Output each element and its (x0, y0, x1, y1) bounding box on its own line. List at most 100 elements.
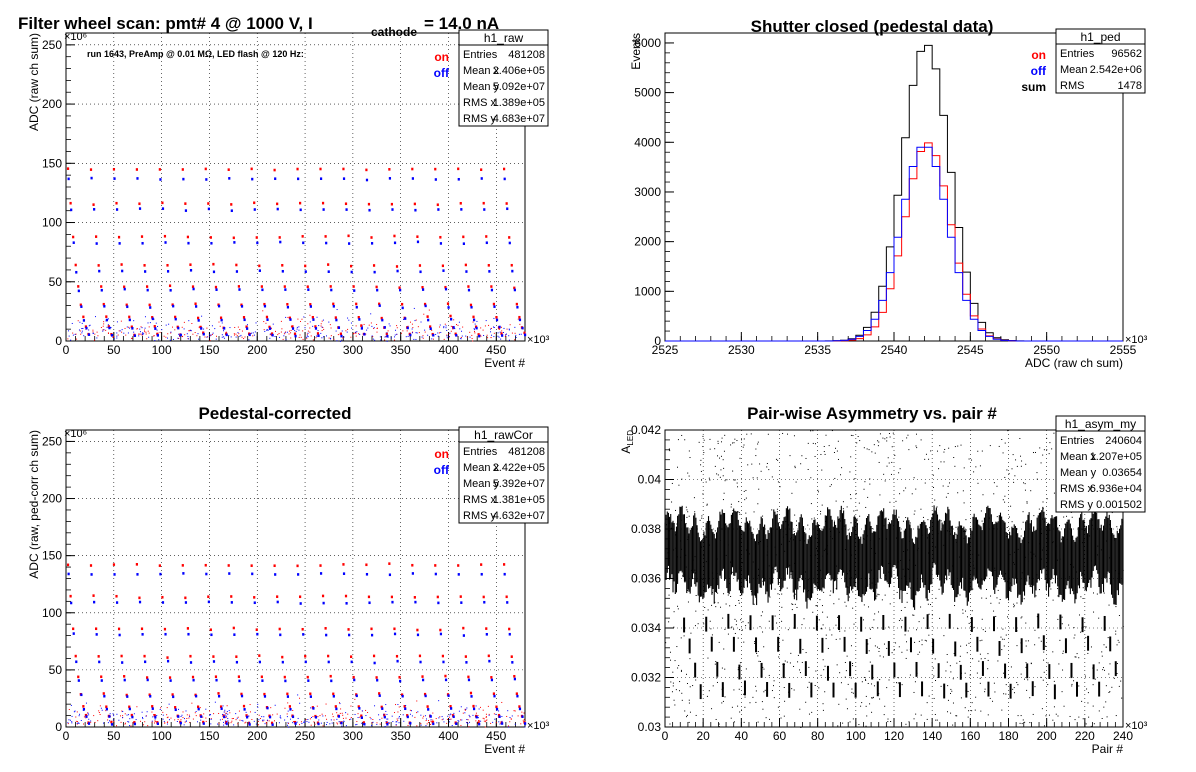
point-off (304, 270, 307, 273)
asym-point (955, 526, 957, 528)
point-off (508, 335, 510, 337)
asym-point (967, 690, 969, 692)
asym-point (675, 689, 677, 691)
point-on (197, 705, 200, 709)
point-off (501, 715, 503, 717)
point-off (297, 177, 300, 181)
point-off (495, 713, 497, 715)
point-on (350, 264, 353, 268)
point-on (508, 627, 511, 631)
asym-point (944, 448, 946, 450)
asym-point (909, 522, 911, 524)
asym-point (738, 602, 740, 604)
asym-point (1109, 663, 1111, 665)
asym-point (954, 465, 956, 467)
asym-point (1020, 642, 1022, 644)
asym-point (827, 647, 829, 649)
point-off (226, 715, 228, 717)
asym-point (762, 666, 764, 668)
data-points (664, 430, 1124, 728)
point-on (283, 333, 285, 335)
asym-point (817, 489, 819, 491)
point-off (457, 720, 459, 722)
asym-point (952, 724, 954, 726)
point-off (385, 710, 387, 712)
point-off (307, 336, 309, 338)
asym-point (1116, 644, 1118, 646)
point-off (108, 326, 111, 330)
asym-point (849, 570, 851, 572)
point-on (460, 337, 462, 339)
point-on (168, 284, 172, 288)
point-off (151, 707, 154, 710)
point-on (290, 337, 292, 339)
point-on (316, 332, 320, 335)
asym-point (680, 519, 682, 521)
point-off (163, 720, 165, 722)
point-off (210, 714, 212, 716)
asym-point (815, 537, 817, 539)
point-on (439, 716, 441, 718)
asym-point (819, 525, 821, 527)
point-on (278, 332, 280, 334)
point-on (288, 316, 292, 320)
asym-point (912, 614, 914, 616)
point-on (240, 303, 243, 307)
asym-point (1025, 463, 1027, 465)
asym-point (755, 455, 757, 457)
point-off (161, 601, 165, 604)
asym-point (927, 599, 929, 601)
point-on (514, 710, 516, 712)
point-on (250, 564, 253, 567)
point-on (75, 333, 77, 335)
point-off (186, 333, 188, 335)
asym-point (1026, 689, 1028, 691)
point-on (316, 705, 318, 707)
point-off (366, 329, 368, 331)
asym-point (1063, 516, 1065, 518)
asym-point (860, 705, 862, 707)
point-off (430, 719, 432, 721)
point-off (387, 718, 389, 720)
point-off (417, 711, 419, 713)
point-on (107, 332, 109, 334)
asym-point (716, 473, 718, 475)
point-on (205, 717, 207, 719)
asym-point (830, 590, 832, 592)
point-off (141, 241, 144, 245)
point-off (391, 208, 394, 211)
point-on (506, 715, 508, 717)
point-off (330, 288, 333, 292)
point-off (166, 270, 170, 273)
point-on (100, 327, 102, 329)
asym-point (739, 595, 741, 597)
asym-point (887, 721, 889, 723)
asym-point (891, 446, 893, 448)
asym-point (975, 466, 977, 468)
asym-point (1014, 551, 1016, 553)
point-off (133, 334, 137, 337)
point-off (235, 713, 237, 715)
asym-point (743, 721, 745, 723)
point-off (341, 725, 343, 727)
point-off (472, 714, 474, 716)
point-off (169, 339, 171, 341)
point-on (411, 167, 414, 171)
asym-point (1014, 475, 1016, 477)
point-on (484, 721, 486, 723)
asym-point (1008, 587, 1010, 589)
asym-point (940, 461, 942, 463)
asym-point (800, 463, 802, 465)
point-on (268, 325, 271, 329)
asym-point (962, 490, 964, 492)
point-off (90, 176, 93, 180)
asym-point (1047, 684, 1049, 686)
asym-point (1016, 602, 1018, 604)
point-off (248, 333, 251, 337)
stats-value: 1.381e+05 (493, 494, 545, 506)
point-on (207, 202, 210, 205)
point-off (261, 679, 264, 682)
point-on (217, 303, 220, 307)
point-off (156, 714, 158, 716)
asym-point (1068, 624, 1070, 626)
